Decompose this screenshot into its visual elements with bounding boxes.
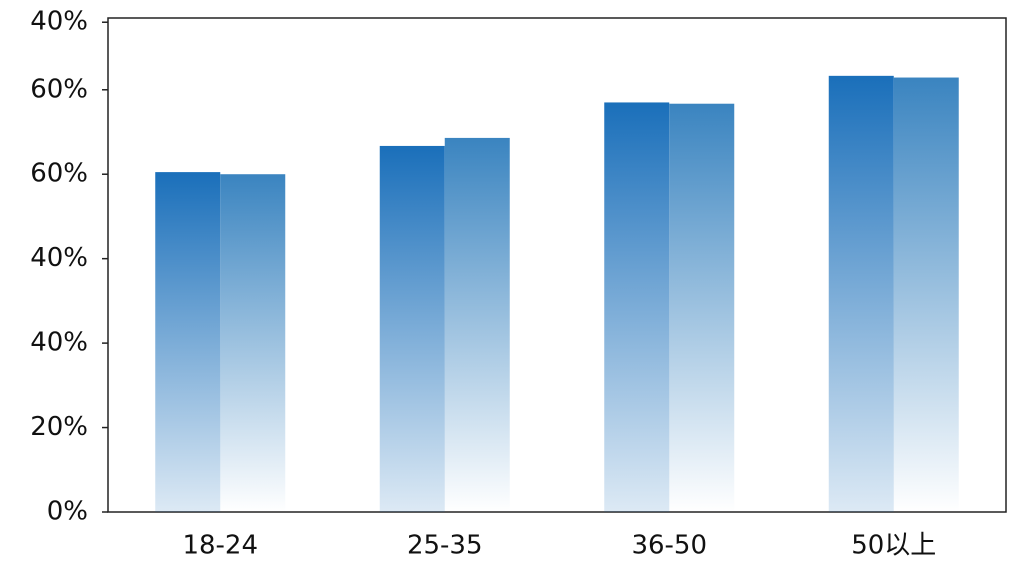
bar	[604, 102, 670, 512]
bar	[828, 75, 894, 512]
bar	[669, 103, 735, 512]
x-tick-label: 18-24	[182, 531, 258, 561]
y-tick-label: 60%	[30, 74, 88, 104]
bar	[220, 174, 286, 512]
y-tick-label: 40%	[30, 243, 88, 273]
y-tick-label: 40%	[30, 7, 88, 37]
x-tick-label: 25-35	[407, 531, 483, 561]
bar	[379, 145, 445, 512]
bar	[444, 137, 510, 512]
bar	[893, 77, 959, 513]
y-tick-label: 60%	[30, 159, 88, 189]
x-tick-label: 36-50	[631, 531, 707, 561]
plot-frame	[107, 17, 1007, 513]
bar	[155, 172, 221, 512]
y-tick-label: 0%	[47, 497, 88, 527]
y-tick-label: 20%	[30, 412, 88, 442]
x-tick-label: 50以上	[851, 531, 936, 561]
y-tick-label: 40%	[30, 328, 88, 358]
